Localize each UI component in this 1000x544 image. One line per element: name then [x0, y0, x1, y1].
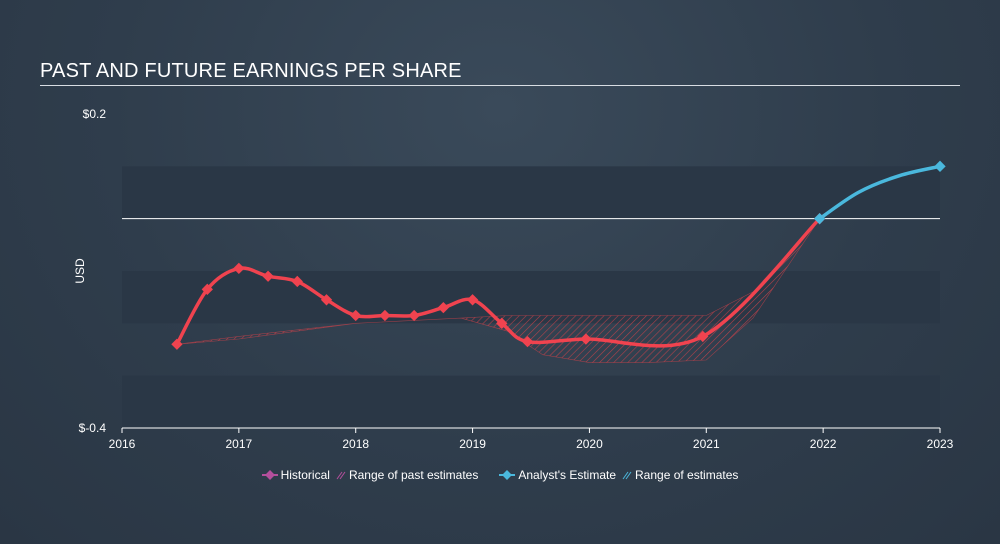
- historical-point: [466, 294, 479, 306]
- background-band: [122, 375, 940, 428]
- y-tick-label: $0.2: [83, 107, 107, 121]
- legend-range-past[interactable]: Range of past estimates: [336, 468, 478, 482]
- y-tick-label: $-0.4: [79, 421, 107, 435]
- legend-range-estimates-label: Range of estimates: [635, 468, 739, 482]
- historical-point: [320, 294, 333, 306]
- background-band: [122, 166, 940, 219]
- background-bands: [122, 166, 940, 428]
- x-tick-label: 2021: [693, 437, 720, 451]
- legend-historical-label: Historical: [280, 468, 330, 482]
- hatch-icon: [622, 471, 632, 480]
- hatch-icon: [336, 471, 346, 480]
- estimate-line: [817, 164, 942, 221]
- historical-point: [521, 335, 534, 348]
- x-tick-label: 2016: [109, 437, 136, 451]
- x-tick-label: 2018: [342, 437, 369, 451]
- historical-point: [496, 317, 508, 329]
- series-markers-group: [171, 160, 946, 350]
- historical-point: [350, 309, 362, 322]
- historical-point: [262, 270, 274, 282]
- y-axis-label: USD: [73, 258, 87, 284]
- historical-point: [580, 333, 592, 345]
- historical-point: [437, 301, 450, 314]
- historical-point: [171, 338, 183, 350]
- historical-point: [233, 262, 245, 275]
- historical-point: [408, 309, 420, 322]
- title-divider: [40, 85, 960, 86]
- estimate-point: [813, 213, 826, 225]
- legend-range-estimates[interactable]: Range of estimates: [622, 468, 738, 482]
- historical-point: [291, 275, 303, 288]
- legend: Historical Range of past estimates Analy…: [0, 468, 1000, 482]
- legend-historical[interactable]: Historical: [261, 468, 330, 482]
- x-tick-label: 2023: [927, 437, 954, 451]
- x-tick-label: 2022: [810, 437, 837, 451]
- chart-title: PAST AND FUTURE EARNINGS PER SHARE: [40, 60, 462, 82]
- historical-point: [379, 309, 391, 322]
- historical-point: [697, 330, 709, 343]
- historical-marker-icon: [261, 470, 278, 480]
- estimate-marker-icon: [499, 470, 516, 480]
- background-band: [122, 271, 940, 324]
- legend-range-past-label: Range of past estimates: [348, 468, 479, 482]
- legend-estimate-label: Analyst's Estimate: [518, 468, 617, 482]
- x-axis: 2016 2017 2018 2019 2020 2021 2022 2023: [109, 427, 954, 451]
- y-axis: $0.2 $-0.4 USD: [73, 107, 106, 435]
- legend-estimate[interactable]: Analyst's Estimate: [499, 468, 616, 482]
- x-tick-label: 2019: [459, 437, 486, 451]
- x-tick-label: 2017: [226, 437, 253, 451]
- historical-point: [201, 283, 213, 295]
- estimate-point: [934, 160, 946, 172]
- x-tick-label: 2020: [576, 437, 603, 451]
